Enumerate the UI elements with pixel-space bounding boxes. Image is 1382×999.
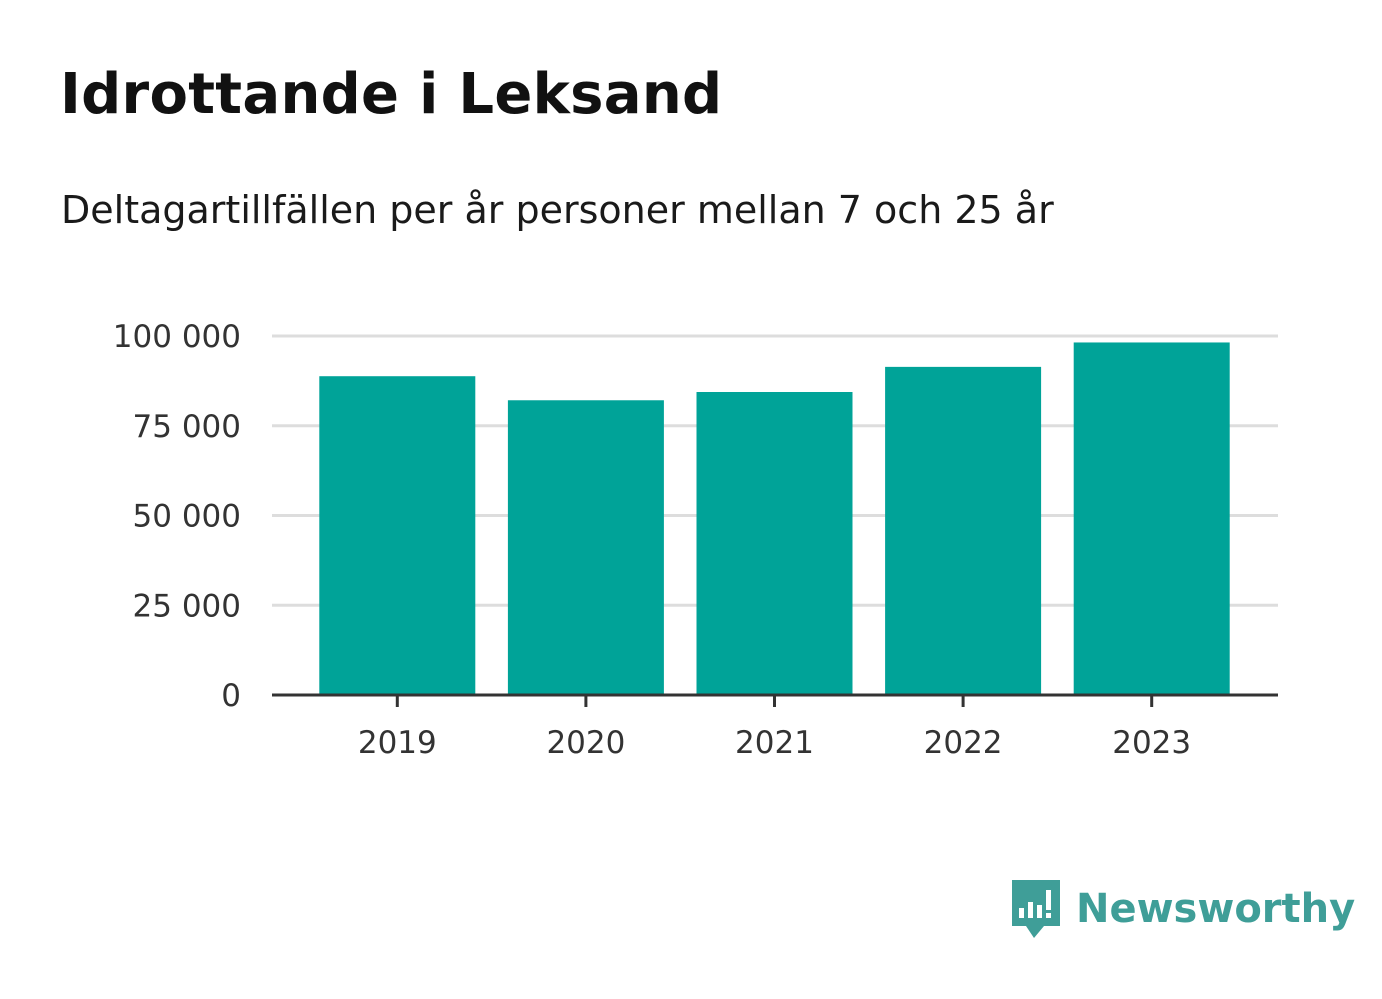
x-tick-label: 2019: [358, 725, 437, 761]
brand-name: Newsworthy: [1076, 886, 1356, 932]
chart-title: Idrottande i Leksand: [60, 62, 723, 127]
y-tick-label: 0: [221, 678, 241, 714]
x-tick-label: 2020: [546, 725, 625, 761]
y-tick-labels: 0 25 000 50 000 75 000 100 000: [113, 319, 241, 714]
bar-2021: [696, 392, 853, 695]
x-tick-labels: 2019 2020 2021 2022 2023: [358, 725, 1191, 761]
bar-2022: [885, 366, 1042, 695]
newsworthy-brand: Newsworthy: [1010, 878, 1355, 940]
y-tick-label: 100 000: [113, 319, 241, 355]
bar-2023: [1073, 342, 1230, 695]
x-axis: [272, 693, 1278, 707]
x-tick-label: 2022: [924, 725, 1003, 761]
bars: [319, 342, 1230, 695]
x-tick-label: 2023: [1112, 725, 1191, 761]
chart-subtitle: Deltagartillfällen per år personer mella…: [61, 188, 1054, 232]
y-tick-label: 50 000: [133, 499, 241, 535]
y-tick-label: 75 000: [133, 409, 241, 445]
y-tick-label: 25 000: [133, 588, 241, 624]
x-tick-label: 2021: [735, 725, 814, 761]
bar-2020: [507, 400, 664, 695]
bar-2019: [319, 376, 476, 695]
newsworthy-logo-icon: [1012, 880, 1060, 938]
